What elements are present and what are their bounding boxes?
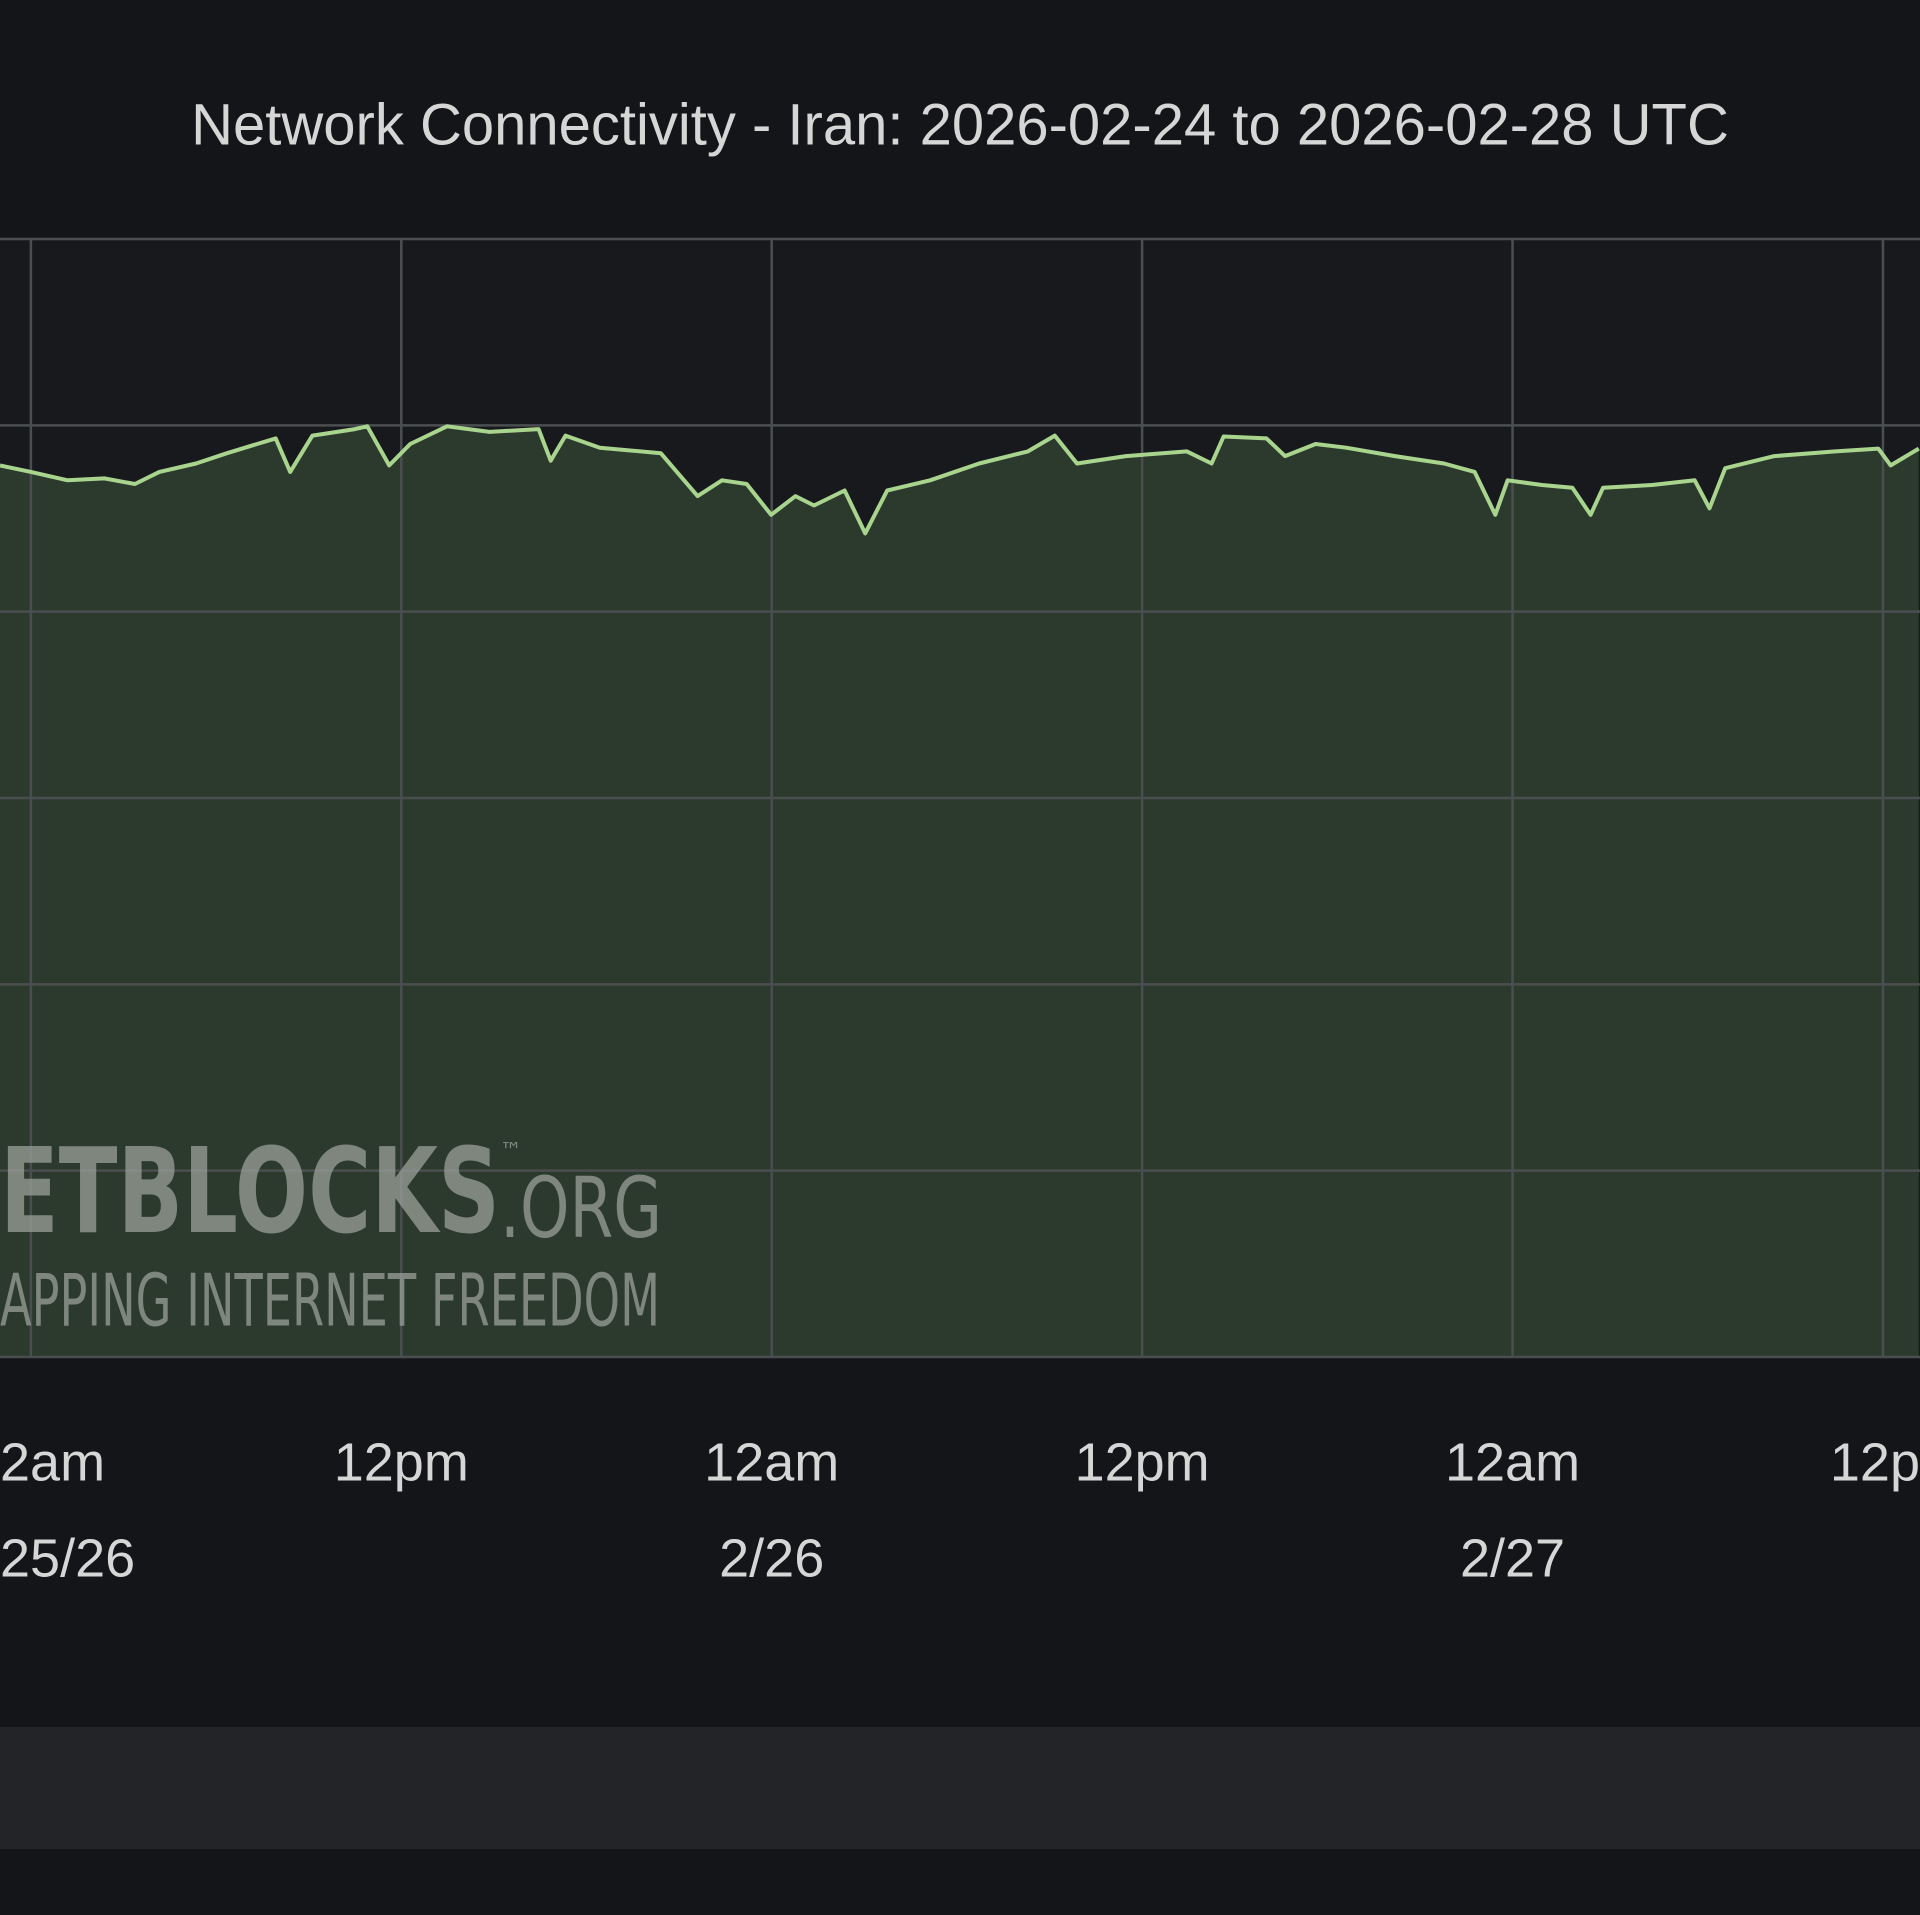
watermark-name: ETBLOCKS	[0, 1122, 500, 1260]
x-tick-label: 12am	[704, 1432, 839, 1492]
watermark-domain: .ORG	[500, 1159, 662, 1257]
x-tick-label: 12pm	[1075, 1432, 1210, 1492]
watermark-tagline: APPING INTERNET FREEDOM	[0, 1259, 660, 1343]
x-date-label: 2/27	[1460, 1528, 1565, 1588]
area-fill	[0, 426, 1919, 1357]
x-date-label: 25/26	[0, 1528, 135, 1588]
connectivity-line	[0, 424, 1920, 536]
footer-bar	[0, 1727, 1920, 1849]
x-date-label: 2/26	[719, 1528, 824, 1588]
watermark-mark: ™	[500, 1139, 522, 1164]
chart-title: Network Connectivity - Iran: 2026-02-24 …	[191, 92, 1729, 157]
x-tick-label: 2am	[0, 1432, 105, 1492]
x-tick-label: 12am	[1445, 1432, 1580, 1492]
x-tick-label: 12p	[1830, 1432, 1920, 1492]
x-tick-label: 12pm	[334, 1432, 469, 1492]
